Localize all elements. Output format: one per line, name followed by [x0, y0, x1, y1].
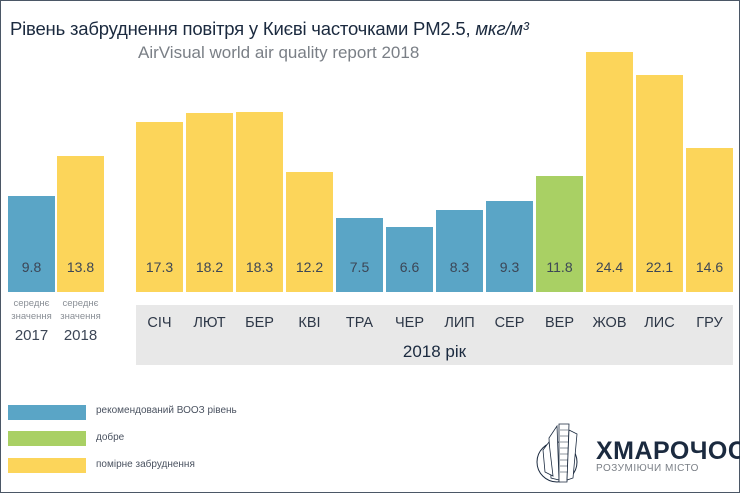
data-label: 13.8: [66, 259, 95, 275]
months-axis-box: [136, 305, 733, 365]
logo-name: ХМАРОЧОС: [596, 437, 740, 465]
x-tick-label: СЕР: [494, 315, 525, 331]
bar-average-2017: [8, 195, 55, 292]
data-label: 18.3: [245, 259, 274, 275]
x-tick-label: КВІ: [298, 315, 321, 331]
x-tick-label: ЛИС: [644, 315, 675, 331]
average-label: середнє значення: [60, 298, 101, 322]
chart-title: Рівень забруднення повітря у Києві часто…: [10, 18, 529, 39]
x-tick-label: СІЧ: [147, 315, 172, 331]
bar-5: [336, 218, 383, 292]
bar-10: [586, 52, 633, 292]
average-year: 2018: [63, 327, 98, 344]
data-label: 11.8: [546, 259, 573, 275]
x-tick-label: БЕР: [245, 315, 274, 331]
data-label: 9.8: [21, 259, 42, 275]
x-axis-label: 2018 рік: [402, 342, 467, 361]
data-label: 12.2: [295, 259, 324, 275]
bar-average-2018: [57, 156, 104, 292]
data-label: 9.3: [499, 259, 520, 275]
bar-1: [136, 121, 183, 292]
legend-swatch-who: [8, 405, 86, 420]
bar-11: [636, 74, 683, 292]
legend-label-good: добре: [96, 432, 125, 443]
data-label: 22.1: [645, 259, 674, 275]
bar-7: [436, 210, 483, 292]
x-tick-label: ЖОВ: [592, 315, 627, 331]
x-tick-label: ЛЮТ: [193, 315, 226, 331]
logo-tagline: РОЗУМІЮЧИ МІСТО: [596, 463, 699, 474]
legend-swatch-good: [8, 431, 86, 446]
data-label: 24.4: [595, 259, 624, 275]
bar-2: [186, 112, 233, 292]
legend-label-moderate: помірне забруднення: [96, 459, 195, 470]
skyscraper-logo-icon: [536, 423, 578, 483]
bar-12: [686, 148, 733, 292]
data-label: 6.6: [399, 259, 420, 275]
data-label: 18.2: [195, 259, 224, 275]
x-tick-label: ГРУ: [696, 315, 723, 331]
legend-label-who: рекомендований ВООЗ рівень: [96, 405, 237, 416]
x-tick-label: ТРА: [345, 315, 374, 331]
bar-6: [386, 227, 433, 292]
average-label: середнє значення: [11, 298, 52, 322]
x-tick-label: ЛИП: [444, 315, 475, 331]
x-tick-label: ЧЕР: [394, 315, 424, 331]
data-label: 17.3: [145, 259, 174, 275]
average-year: 2017: [14, 327, 49, 344]
x-tick-label: ВЕР: [544, 315, 574, 331]
bar-4: [286, 172, 333, 292]
legend-swatch-moderate: [8, 458, 86, 473]
data-label: 8.3: [449, 259, 470, 275]
data-label: 14.6: [695, 259, 724, 275]
bar-8: [486, 200, 533, 292]
bar-9: [536, 175, 583, 292]
bar-3: [236, 112, 283, 292]
data-label: 7.5: [349, 259, 370, 275]
chart-subtitle: AirVisual world air quality report 2018: [138, 43, 420, 62]
